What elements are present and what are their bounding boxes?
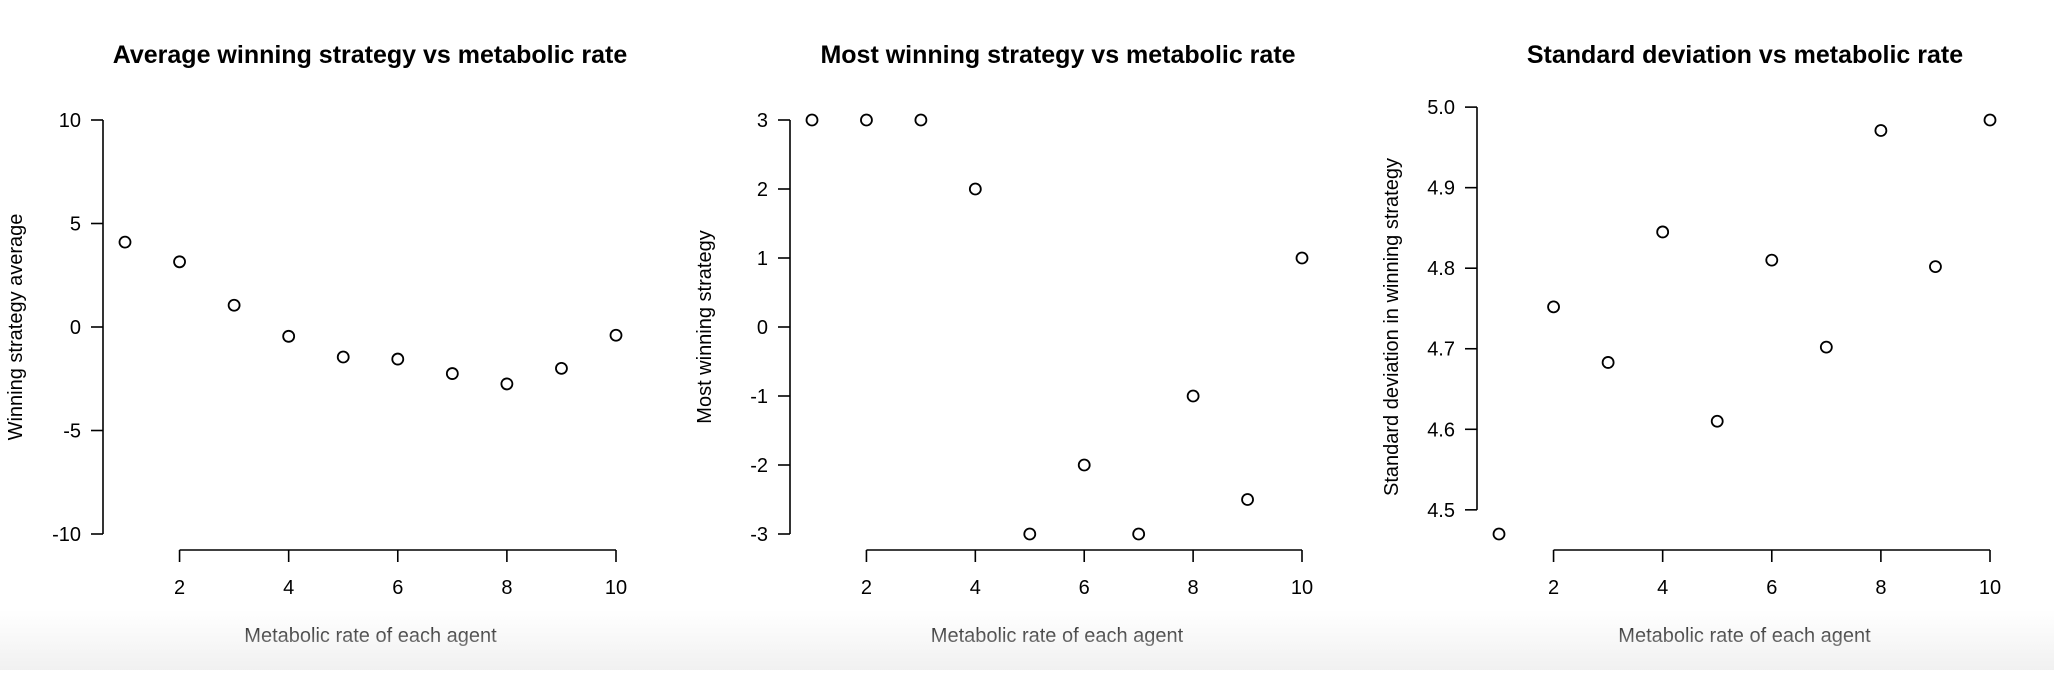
y-tick-label: 4.6: [1427, 419, 1455, 441]
data-point: [914, 113, 928, 127]
data-point: [609, 328, 623, 342]
y-axis-label: Winning strategy average: [5, 214, 27, 441]
data-point: [500, 377, 514, 391]
data-point: [336, 350, 350, 364]
chart-title: Standard deviation vs metabolic rate: [1527, 41, 1963, 69]
chart-1: Average winning strategy vs metabolic ra…: [5, 41, 627, 647]
data-point: [391, 352, 405, 366]
y-tick-label: -10: [52, 524, 81, 546]
data-point: [1819, 340, 1833, 354]
y-tick-label: 4.5: [1427, 500, 1455, 522]
x-tick-label: 2: [861, 577, 872, 599]
y-tick-label: 4.9: [1427, 178, 1455, 200]
data-point: [445, 367, 459, 380]
data-point: [1077, 458, 1091, 472]
data-point: [1929, 260, 1942, 273]
data-point: [1241, 493, 1254, 506]
data-point: [1765, 253, 1779, 267]
y-tick-label: 10: [59, 110, 81, 132]
data-point: [1492, 527, 1506, 541]
y-tick-label: 4.8: [1427, 258, 1455, 280]
x-tick-label: 6: [1079, 577, 1090, 599]
x-tick-label: 10: [605, 577, 627, 599]
y-tick-label: 5.0: [1427, 97, 1455, 119]
data-point: [173, 255, 186, 269]
data-point: [968, 182, 982, 196]
chart-title: Most winning strategy vs metabolic rate: [820, 41, 1295, 69]
x-tick-label: 2: [174, 577, 185, 599]
data-point: [282, 329, 296, 343]
x-tick-label: 4: [1657, 577, 1668, 599]
x-tick-label: 10: [1979, 577, 2001, 599]
y-tick-label: -1: [750, 386, 768, 408]
x-tick-label: 8: [501, 577, 512, 599]
y-tick-label: -3: [750, 524, 768, 546]
y-tick-label: 0: [757, 317, 768, 339]
data-point: [860, 113, 873, 127]
data-point: [1186, 389, 1200, 403]
data-point: [555, 361, 568, 375]
y-axis-label: Standard deviation in winning strategy: [1381, 158, 1403, 496]
chart-title: Average winning strategy vs metabolic ra…: [113, 41, 628, 69]
data-point: [1656, 225, 1670, 239]
x-axis-label: Metabolic rate of each agent: [1618, 625, 1871, 647]
x-axis-label: Metabolic rate of each agent: [244, 625, 497, 647]
y-tick-label: -2: [750, 455, 768, 477]
x-tick-label: 10: [1291, 577, 1313, 599]
y-tick-label: 0: [70, 317, 81, 339]
data-point: [1601, 356, 1615, 369]
y-tick-label: 1: [757, 248, 768, 270]
x-tick-label: 8: [1188, 577, 1199, 599]
data-point: [1710, 414, 1724, 428]
y-tick-label: 3: [757, 110, 768, 132]
data-point: [1132, 527, 1146, 541]
chart-3: Standard deviation vs metabolic rate Met…: [1381, 41, 2001, 647]
x-tick-label: 6: [392, 577, 403, 599]
x-tick-label: 2: [1548, 577, 1559, 599]
x-tick-label: 6: [1766, 577, 1777, 599]
data-point: [1547, 300, 1560, 314]
data-point: [118, 235, 132, 249]
data-point: [1983, 113, 1997, 127]
y-tick-label: 4.7: [1427, 339, 1455, 361]
data-point: [1295, 251, 1309, 265]
x-tick-label: 4: [970, 577, 981, 599]
y-axis-label: Most winning strategy: [694, 230, 716, 423]
data-point: [1874, 124, 1888, 137]
y-tick-label: 2: [757, 179, 768, 201]
x-tick-label: 4: [283, 577, 294, 599]
y-tick-label: 5: [70, 214, 81, 236]
x-tick-label: 8: [1875, 577, 1886, 599]
y-tick-label: -5: [63, 421, 81, 443]
data-point: [805, 113, 819, 127]
data-point: [227, 298, 241, 312]
x-axis-label: Metabolic rate of each agent: [931, 625, 1184, 647]
chart-2: Most winning strategy vs metabolic rate …: [694, 41, 1313, 647]
data-point: [1023, 527, 1037, 541]
